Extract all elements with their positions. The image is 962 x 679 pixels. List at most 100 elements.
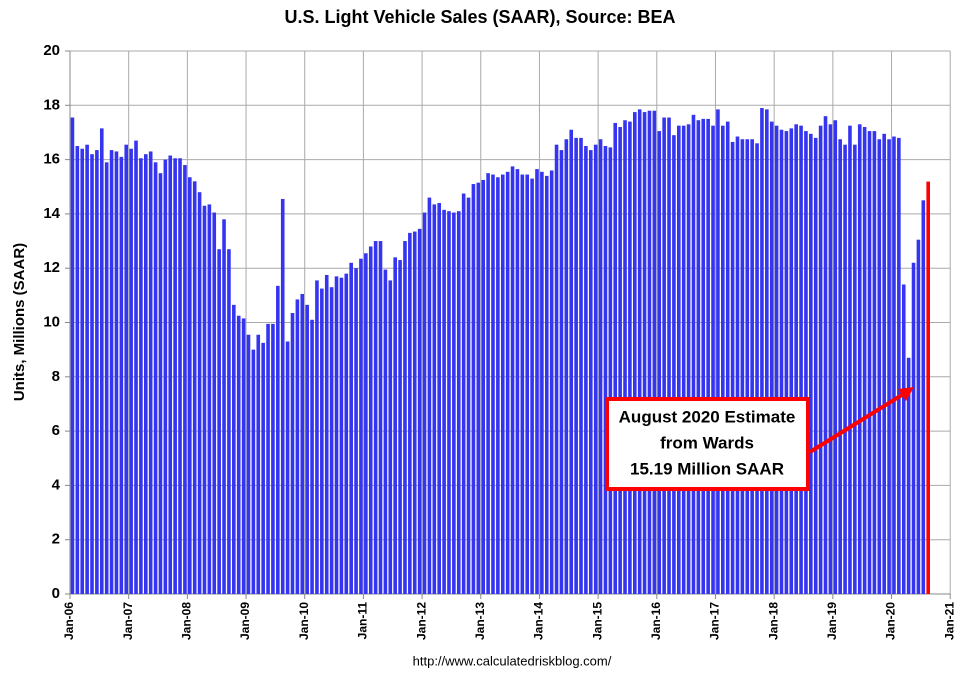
- bar: [789, 128, 794, 594]
- annotation-arrow: [808, 391, 907, 454]
- source-label: http://www.calculatedriskblog.com/: [413, 653, 612, 668]
- bar: [828, 124, 833, 595]
- bar: [349, 262, 353, 594]
- bar: [549, 170, 554, 594]
- bar: [256, 334, 261, 594]
- y-tick-label: 0: [52, 585, 60, 602]
- bar: [398, 260, 402, 594]
- bar: [393, 257, 397, 594]
- bar: [329, 287, 334, 594]
- bar: [134, 140, 138, 594]
- bar: [192, 181, 197, 594]
- y-tick-label: 12: [43, 259, 60, 276]
- bar: [143, 154, 148, 595]
- bar: [486, 173, 490, 595]
- bar: [236, 315, 241, 594]
- bar: [584, 146, 588, 594]
- bar: [129, 148, 133, 595]
- bar: [422, 212, 427, 595]
- bar: [188, 177, 192, 594]
- y-tick-label: 8: [52, 368, 60, 385]
- bar: [324, 274, 329, 594]
- bar: [427, 197, 432, 595]
- bar: [672, 135, 676, 595]
- bar: [544, 175, 549, 594]
- bar: [906, 357, 911, 594]
- bar: [765, 109, 769, 594]
- annotation-box: [605, 397, 810, 491]
- bar: [691, 114, 696, 595]
- bar: [266, 323, 270, 594]
- bar: [750, 139, 754, 595]
- x-tick-label: Jan-14: [532, 602, 546, 640]
- bar: [109, 150, 114, 594]
- bar: [99, 128, 104, 594]
- y-tick-label: 20: [43, 42, 60, 59]
- bar: [320, 288, 324, 594]
- bar: [853, 144, 857, 595]
- bar: [755, 143, 759, 594]
- bar: [598, 139, 603, 595]
- bar: [153, 162, 158, 594]
- bar: [85, 144, 89, 595]
- bar: [300, 293, 305, 594]
- bar: [857, 124, 862, 595]
- bar: [559, 150, 564, 594]
- bar: [818, 125, 823, 594]
- bar: [476, 182, 481, 595]
- bar: [867, 131, 872, 594]
- bar: [276, 285, 280, 594]
- bar: [339, 277, 344, 594]
- bar: [716, 109, 720, 594]
- bar: [554, 144, 559, 595]
- bar: [500, 174, 505, 594]
- bar: [432, 204, 437, 594]
- bar: [491, 174, 495, 594]
- bar: [877, 139, 882, 595]
- bar: [261, 342, 265, 594]
- bar: [535, 169, 539, 595]
- bar: [647, 110, 652, 594]
- bar: [809, 133, 813, 594]
- x-tick-label: Jan-21: [942, 602, 956, 640]
- bar: [95, 150, 99, 594]
- x-tick-label: Jan-20: [884, 602, 898, 640]
- y-tick-label: 16: [43, 151, 60, 168]
- bar: [642, 112, 647, 595]
- bar: [628, 121, 632, 594]
- bar: [388, 280, 393, 594]
- bar: [496, 177, 500, 594]
- bar: [75, 146, 80, 594]
- y-tick-label: 10: [43, 313, 60, 330]
- bar: [202, 205, 207, 594]
- bar: [271, 323, 275, 594]
- bar: [588, 150, 593, 594]
- bar: [447, 211, 451, 594]
- bar: [310, 319, 314, 594]
- bar: [593, 144, 598, 595]
- bar: [510, 166, 515, 594]
- bar: [104, 162, 109, 594]
- bar: [461, 193, 466, 594]
- bar: [437, 203, 441, 595]
- x-tick-label: Jan-06: [62, 602, 76, 640]
- bar: [848, 125, 852, 594]
- y-tick-label: 4: [52, 476, 61, 493]
- annotation-text: 15.19 Million SAAR: [630, 459, 784, 478]
- bar: [114, 151, 119, 594]
- bar: [813, 137, 818, 594]
- bar: [222, 219, 226, 594]
- bar: [916, 239, 921, 594]
- x-tick-label: Jan-12: [414, 602, 428, 640]
- bar: [412, 231, 417, 595]
- bar: [794, 124, 798, 595]
- bar: [613, 122, 618, 594]
- bar: [632, 112, 637, 595]
- bar: [652, 110, 657, 594]
- bar: [838, 139, 842, 595]
- bar: [466, 197, 471, 595]
- bar: [124, 144, 129, 595]
- bar: [892, 136, 896, 594]
- bar: [540, 171, 544, 594]
- bar: [681, 125, 686, 594]
